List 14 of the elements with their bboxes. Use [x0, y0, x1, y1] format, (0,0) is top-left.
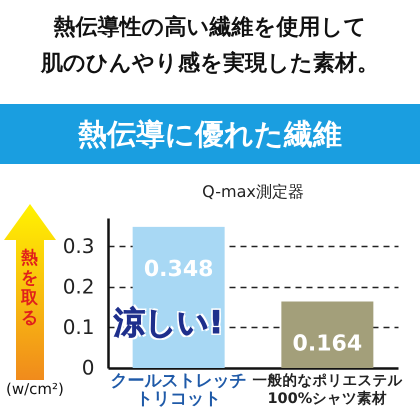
y-tick-label: 0.1 — [62, 314, 94, 339]
annotation: 涼しい! — [114, 304, 224, 343]
y-tick-label: 0.3 — [62, 234, 94, 258]
y-tick-label: 0 — [82, 356, 94, 380]
y-axis-title: 熱を取る — [21, 248, 39, 328]
y-tick-label: 0.2 — [62, 274, 94, 298]
data-label: 0.348 — [144, 256, 214, 282]
chart-title: 熱伝導性の高い繊維を使用して肌のひんやり感を実現した素材。 — [40, 14, 380, 78]
text: (w/cm²) — [6, 380, 64, 398]
text: Q-max測定器 — [202, 182, 304, 201]
x-tick-label: 一般的なポリエステル100%シャツ素材 — [251, 372, 404, 408]
data-label: 0.164 — [292, 332, 362, 357]
chart-subtitle: 熱伝導に優れた繊維 — [0, 104, 420, 164]
x-tick-label: クールストレッチトリコット — [110, 371, 248, 409]
